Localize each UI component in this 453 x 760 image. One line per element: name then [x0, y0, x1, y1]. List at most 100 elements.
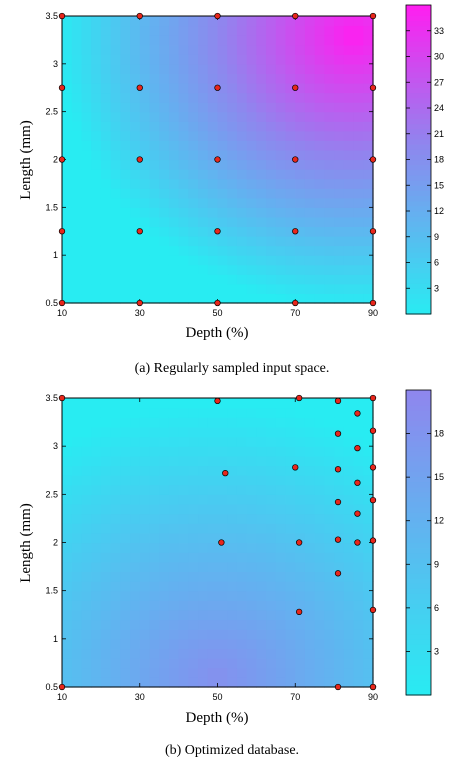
heatmap-cell [198, 581, 209, 592]
heatmap-cell [256, 63, 267, 74]
heatmap-cell [363, 102, 374, 113]
heatmap-cell [168, 600, 180, 611]
heatmap-cell [217, 178, 228, 189]
heatmap-cell [168, 44, 180, 55]
sample-point [136, 12, 143, 20]
heatmap-cell [285, 484, 296, 495]
heatmap-cell [207, 140, 219, 151]
heatmap-cell [304, 446, 316, 457]
heatmap-cell [149, 169, 160, 180]
heatmap-cell [236, 407, 248, 418]
colorbar-swatch [406, 420, 431, 427]
heatmap-cell [71, 484, 83, 495]
heatmap-cell [246, 590, 257, 601]
heatmap-b [62, 398, 374, 688]
heatmap-cell [120, 600, 131, 611]
heatmap-cell [139, 197, 151, 208]
heatmap-cell [343, 513, 355, 524]
colorbar-swatch [406, 159, 431, 166]
heatmap-cell [139, 207, 151, 218]
heatmap-cell [81, 264, 92, 275]
heatmap-cell [62, 494, 73, 505]
heatmap-cell [139, 407, 151, 418]
heatmap-cell [168, 552, 180, 563]
heatmap-cell [91, 638, 102, 650]
heatmap-cell [314, 245, 326, 256]
heatmap-cell [178, 513, 189, 524]
heatmap-cell [91, 446, 102, 457]
heatmap-cell [334, 667, 345, 678]
sample-point [292, 84, 299, 91]
colorbar-swatch [406, 435, 431, 442]
heatmap-cell [363, 677, 374, 688]
heatmap-cell [353, 600, 364, 611]
heatmap-cell [178, 245, 189, 256]
heatmap-cell [285, 130, 296, 141]
colorbar-swatch [406, 154, 431, 161]
heatmap-cell [130, 283, 141, 295]
heatmap-cell [285, 503, 296, 515]
colorbar-swatch [406, 56, 431, 63]
heatmap-cell [139, 63, 151, 74]
heatmap-cell [343, 73, 355, 84]
heatmap-cell [159, 226, 170, 237]
heatmap-cell [149, 188, 160, 199]
heatmap-cell [217, 207, 228, 218]
heatmap-cell [139, 44, 151, 55]
colorbar-swatch [406, 537, 431, 544]
heatmap-cell [227, 629, 238, 640]
heatmap-cell [120, 590, 131, 601]
heatmap-cell [198, 245, 209, 256]
heatmap-cell [178, 111, 189, 122]
heatmap-cell [149, 255, 160, 266]
colorbar-swatch [406, 659, 431, 666]
colorbar-swatch [406, 644, 431, 650]
heatmap-cell [275, 475, 287, 486]
heatmap-cell [285, 600, 296, 611]
axis-ticks-b: 10 30 50 70 900.511.522.533.5 [45, 393, 378, 702]
heatmap-cell [198, 236, 209, 247]
heatmap-cell [285, 255, 296, 266]
sample-point [334, 498, 342, 506]
heatmap-cell [334, 561, 345, 572]
colorbar-tick-label: 33 [434, 26, 444, 36]
heatmap-cell [130, 207, 141, 218]
colorbar-swatch [406, 113, 431, 119]
heatmap-cell [304, 274, 316, 285]
sample-point [292, 156, 299, 163]
heatmap-cell [71, 503, 83, 515]
heatmap-cell [139, 465, 151, 476]
heatmap-cell [246, 619, 257, 630]
heatmap-cell [71, 255, 83, 266]
heatmap-cell [275, 677, 287, 688]
heatmap-cell [324, 44, 335, 55]
sample-point [354, 539, 361, 546]
heatmap-cell [207, 542, 219, 553]
heatmap-cell [188, 274, 199, 285]
heatmap-cell [168, 581, 180, 592]
heatmap-cell [363, 140, 374, 151]
heatmap-cell [324, 92, 335, 103]
heatmap-cell [266, 111, 277, 122]
heatmap-cell [324, 54, 335, 65]
heatmap-cell [256, 283, 267, 295]
heatmap-cell [236, 455, 248, 467]
heatmap-cell [343, 648, 355, 659]
heatmap-cell [227, 216, 238, 228]
heatmap-cell [168, 571, 180, 582]
heatmap-cell [256, 648, 267, 659]
heatmap-cell [314, 255, 326, 266]
heatmap-cell [198, 494, 209, 505]
heatmap-cell [256, 149, 267, 161]
heatmap-cell [71, 245, 83, 256]
heatmap-cell [246, 169, 257, 180]
heatmap-cell [246, 465, 257, 476]
heatmap-cell [246, 571, 257, 582]
heatmap-cell [256, 542, 267, 553]
heatmap-cell [353, 236, 364, 247]
heatmap-cell [275, 484, 287, 495]
heatmap-cell [71, 600, 83, 611]
x-tick-label: 10 [57, 692, 67, 702]
colorbar-swatch [406, 216, 431, 222]
